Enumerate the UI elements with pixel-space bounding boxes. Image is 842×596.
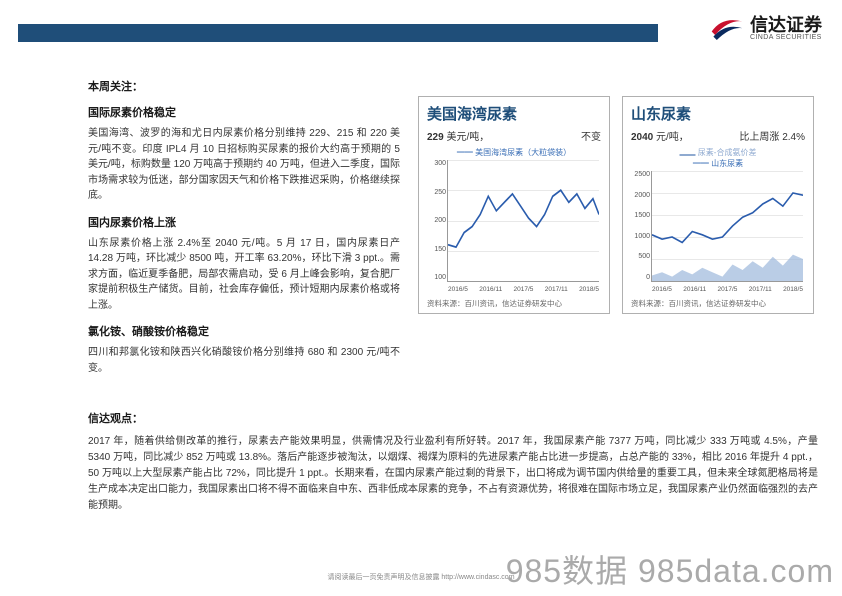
chart-title: 山东尿素 (631, 103, 805, 124)
left-column: 本周关注： 国际尿素价格稳定 美国海湾、波罗的海和尤日内尿素价格分别维持 229… (88, 78, 400, 382)
chart-plot: 300 250 200 150 100 2016/5 2016/11 2017/… (447, 160, 599, 282)
chart-plot: 2500 2000 1500 1000 500 0 2016/5 (651, 171, 803, 282)
chart-source: 资料来源：百川资讯，信达证券研发中心 (631, 298, 805, 309)
line-series-icon (448, 160, 599, 281)
header-bar (18, 24, 658, 42)
brand-name-cn: 信达证券 (750, 16, 822, 34)
ammonium-heading: 氯化铵、硝酸铵价格稳定 (88, 323, 400, 339)
chart-legend: ▂▂ 尿素-合成氨价差 ━━ 山东尿素 (631, 147, 805, 169)
opinion-para: 2017 年，随着供给侧改革的推行，尿素去产能效果明显，供需情况及行业盈利有所好… (88, 434, 818, 514)
opinion-heading: 信达观点： (88, 410, 818, 426)
domestic-urea-para: 山东尿素价格上涨 2.4%至 2040 元/吨。5 月 17 日，国内尿素日产 … (88, 236, 400, 314)
chart-source: 资料来源：百川资讯，信达证券研发中心 (427, 298, 601, 309)
chart-subtitle: 2040 元/吨， 比上周涨 2.4% (631, 128, 805, 143)
weekly-focus-heading: 本周关注： (88, 78, 400, 94)
y-axis-labels: 2500 2000 1500 1000 500 0 (630, 171, 650, 281)
shandong-urea-chart: 山东尿素 2040 元/吨， 比上周涨 2.4% ▂▂ 尿素-合成氨价差 ━━ … (622, 96, 814, 314)
page-content: 本周关注： 国际尿素价格稳定 美国海湾、波罗的海和尤日内尿素价格分别维持 229… (88, 78, 818, 576)
chart-unit: 元/吨， (656, 132, 689, 143)
domestic-urea-heading: 国内尿素价格上涨 (88, 214, 400, 230)
x-axis-labels: 2016/5 2016/11 2017/5 2017/11 2018/5 (652, 286, 803, 293)
charts-row: 美国海湾尿素 229 美元/吨， 不变 ━━ 美国海湾尿素（大粒袋装） 300 … (418, 96, 818, 314)
chart-price: 2040 (631, 132, 653, 143)
chart-unit: 美元/吨， (446, 132, 489, 143)
intl-urea-para: 美国海湾、波罗的海和尤日内尿素价格分别维持 229、215 和 220 美元/吨… (88, 126, 400, 204)
watermark: 985数据 985data.com (506, 546, 834, 592)
disclaimer-footer: 请阅读最后一页免责声明及信息披露 http://www.cindasc.com (327, 572, 514, 582)
brand-name-en: CINDA SECURITIES (750, 34, 822, 42)
ammonium-para: 四川和邦氯化铵和陕西兴化硝酸铵价格分别维持 680 和 2300 元/吨不变。 (88, 345, 400, 376)
us-gulf-urea-chart: 美国海湾尿素 229 美元/吨， 不变 ━━ 美国海湾尿素（大粒袋装） 300 … (418, 96, 610, 314)
chart-change: 比上周涨 2.4% (739, 128, 805, 143)
brand-logo: 信达证券 CINDA SECURITIES (710, 14, 822, 44)
y-axis-labels: 300 250 200 150 100 (426, 160, 446, 281)
x-axis-labels: 2016/5 2016/11 2017/5 2017/11 2018/5 (448, 286, 599, 293)
opinion-section: 信达观点： 2017 年，随着供给侧改革的推行，尿素去产能效果明显，供需情况及行… (88, 410, 818, 514)
series-icon (652, 171, 803, 281)
chart-subtitle: 229 美元/吨， 不变 (427, 128, 601, 143)
chart-title: 美国海湾尿素 (427, 103, 601, 124)
chart-price: 229 (427, 132, 444, 143)
chart-legend: ━━ 美国海湾尿素（大粒袋装） (427, 147, 601, 158)
chart-change: 不变 (581, 128, 601, 143)
intl-urea-heading: 国际尿素价格稳定 (88, 104, 400, 120)
logo-swoosh-icon (710, 14, 744, 44)
